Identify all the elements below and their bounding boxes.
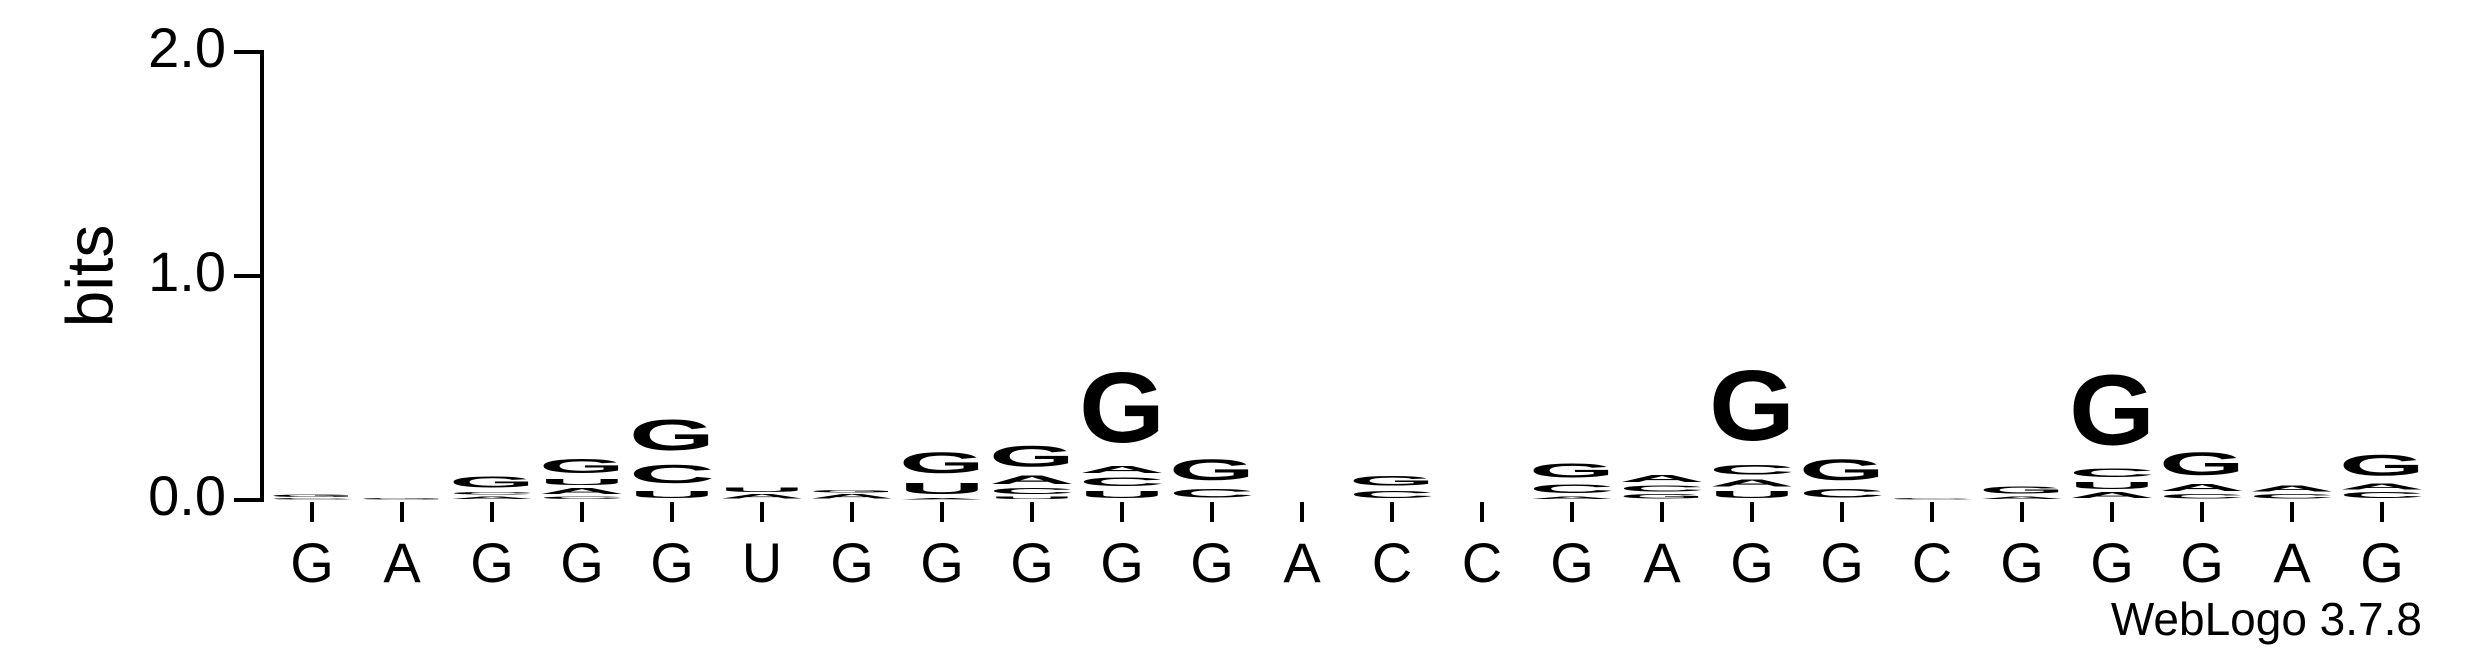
logo-letter: A <box>1079 464 1165 475</box>
x-tick-label: G <box>470 531 514 594</box>
logo-letter: U <box>1079 489 1165 500</box>
footer: WebLogo 3.7.8 <box>2111 593 2422 645</box>
logo-letter: C <box>1709 462 1795 478</box>
x-tick-label: C <box>1912 531 1952 594</box>
logo-letter: G <box>809 489 895 494</box>
x-tick-label: G <box>650 531 694 594</box>
x-tick-label: G <box>2360 531 2404 594</box>
logo-letter: G <box>359 498 445 500</box>
logo-letter: C <box>1619 484 1705 493</box>
x-tick-label: G <box>560 531 604 594</box>
x-tick-label: U <box>742 531 782 594</box>
logo-letter: G <box>899 447 985 480</box>
x-tick-label: A <box>1283 531 1321 594</box>
logo-letter: U <box>899 480 985 498</box>
x-tick-label: G <box>290 531 334 594</box>
logo-letter: G <box>989 440 1075 473</box>
logo-letter: A <box>1619 473 1705 484</box>
logo-letter: C <box>1799 486 1885 499</box>
x-tick-label: G <box>2000 531 2044 594</box>
logo-letter: G <box>269 493 355 498</box>
logo-letter: C <box>449 491 535 495</box>
logo-letter: C <box>2339 491 2425 500</box>
logo-letter: A <box>1979 496 2065 500</box>
logo-letter: A <box>809 493 895 500</box>
logo-letter: C <box>2249 493 2335 500</box>
logo-letter: C <box>629 460 715 489</box>
logo-letter: C <box>1349 489 1435 500</box>
logo-letter: G <box>1079 353 1165 464</box>
logo-letter: G <box>2339 449 2425 482</box>
logo-letter: G <box>1709 351 1795 462</box>
logo-letter: G <box>1979 484 2065 495</box>
y-tick-label: 0.0 <box>148 464 226 527</box>
x-tick-label: G <box>1010 531 1054 594</box>
x-tick-label: G <box>2090 531 2134 594</box>
logo-letter: U <box>719 487 805 494</box>
x-tick-label: G <box>920 531 964 594</box>
x-tick-label: A <box>1643 531 1681 594</box>
y-axis-label: bits <box>52 225 126 328</box>
x-tick-label: C <box>1372 531 1412 594</box>
logo-letter: G <box>1349 473 1435 489</box>
logo-letter: A <box>1529 496 1615 500</box>
logo-letter: G <box>1529 460 1615 482</box>
logo-letter: G <box>1619 493 1705 500</box>
logo-letter: G <box>629 410 715 459</box>
y-tick-label: 2.0 <box>148 16 226 79</box>
logo-letter: U <box>539 478 625 487</box>
logo-letter: C <box>539 496 625 500</box>
logo-letter: A <box>539 487 625 496</box>
logo-letter: C <box>269 498 355 500</box>
logo-letter: U <box>989 496 1075 500</box>
x-tick-label: G <box>1190 531 1234 594</box>
logo-letter: C <box>2159 493 2245 500</box>
logo-letter: C <box>1079 475 1165 488</box>
logo-letter: G <box>1169 453 1255 486</box>
logo-letter: A <box>2249 484 2335 493</box>
x-tick-label: A <box>2273 531 2311 594</box>
logo-letter: A <box>1709 478 1795 489</box>
logo-letter: C <box>2069 466 2155 479</box>
y-tick-label: 1.0 <box>148 240 226 303</box>
logo-letter: C <box>1529 482 1615 495</box>
logo-letter: C <box>1889 498 1975 500</box>
logo-letter: A <box>2069 491 2155 500</box>
logo-letter: G <box>2159 446 2245 482</box>
x-tick-label: G <box>830 531 874 594</box>
x-tick-label: G <box>1820 531 1864 594</box>
logo-letter: A <box>2339 482 2425 491</box>
logo-letter: U <box>629 489 715 500</box>
logo-letter: A <box>449 496 535 500</box>
logo-letter: G <box>1799 453 1885 486</box>
x-tick-label: G <box>1100 531 1144 594</box>
logo-letter: G <box>2069 355 2155 466</box>
x-tick-label: G <box>1550 531 1594 594</box>
logo-letter: G <box>539 455 625 477</box>
x-tick-label: G <box>1730 531 1774 594</box>
logo-letter: A <box>899 498 985 500</box>
logo-letter: U <box>2069 480 2155 491</box>
logo-letter: A <box>989 473 1075 486</box>
x-tick-label: C <box>1462 531 1502 594</box>
x-tick-label: G <box>2180 531 2224 594</box>
x-tick-label: A <box>383 531 421 594</box>
logo-letter: A <box>719 493 805 500</box>
logo-letter: C <box>989 487 1075 496</box>
logo-letter: A <box>2159 482 2245 493</box>
logo-letter: C <box>1169 486 1255 499</box>
logo-letter: U <box>1709 489 1795 500</box>
logo-letter: G <box>449 473 535 491</box>
